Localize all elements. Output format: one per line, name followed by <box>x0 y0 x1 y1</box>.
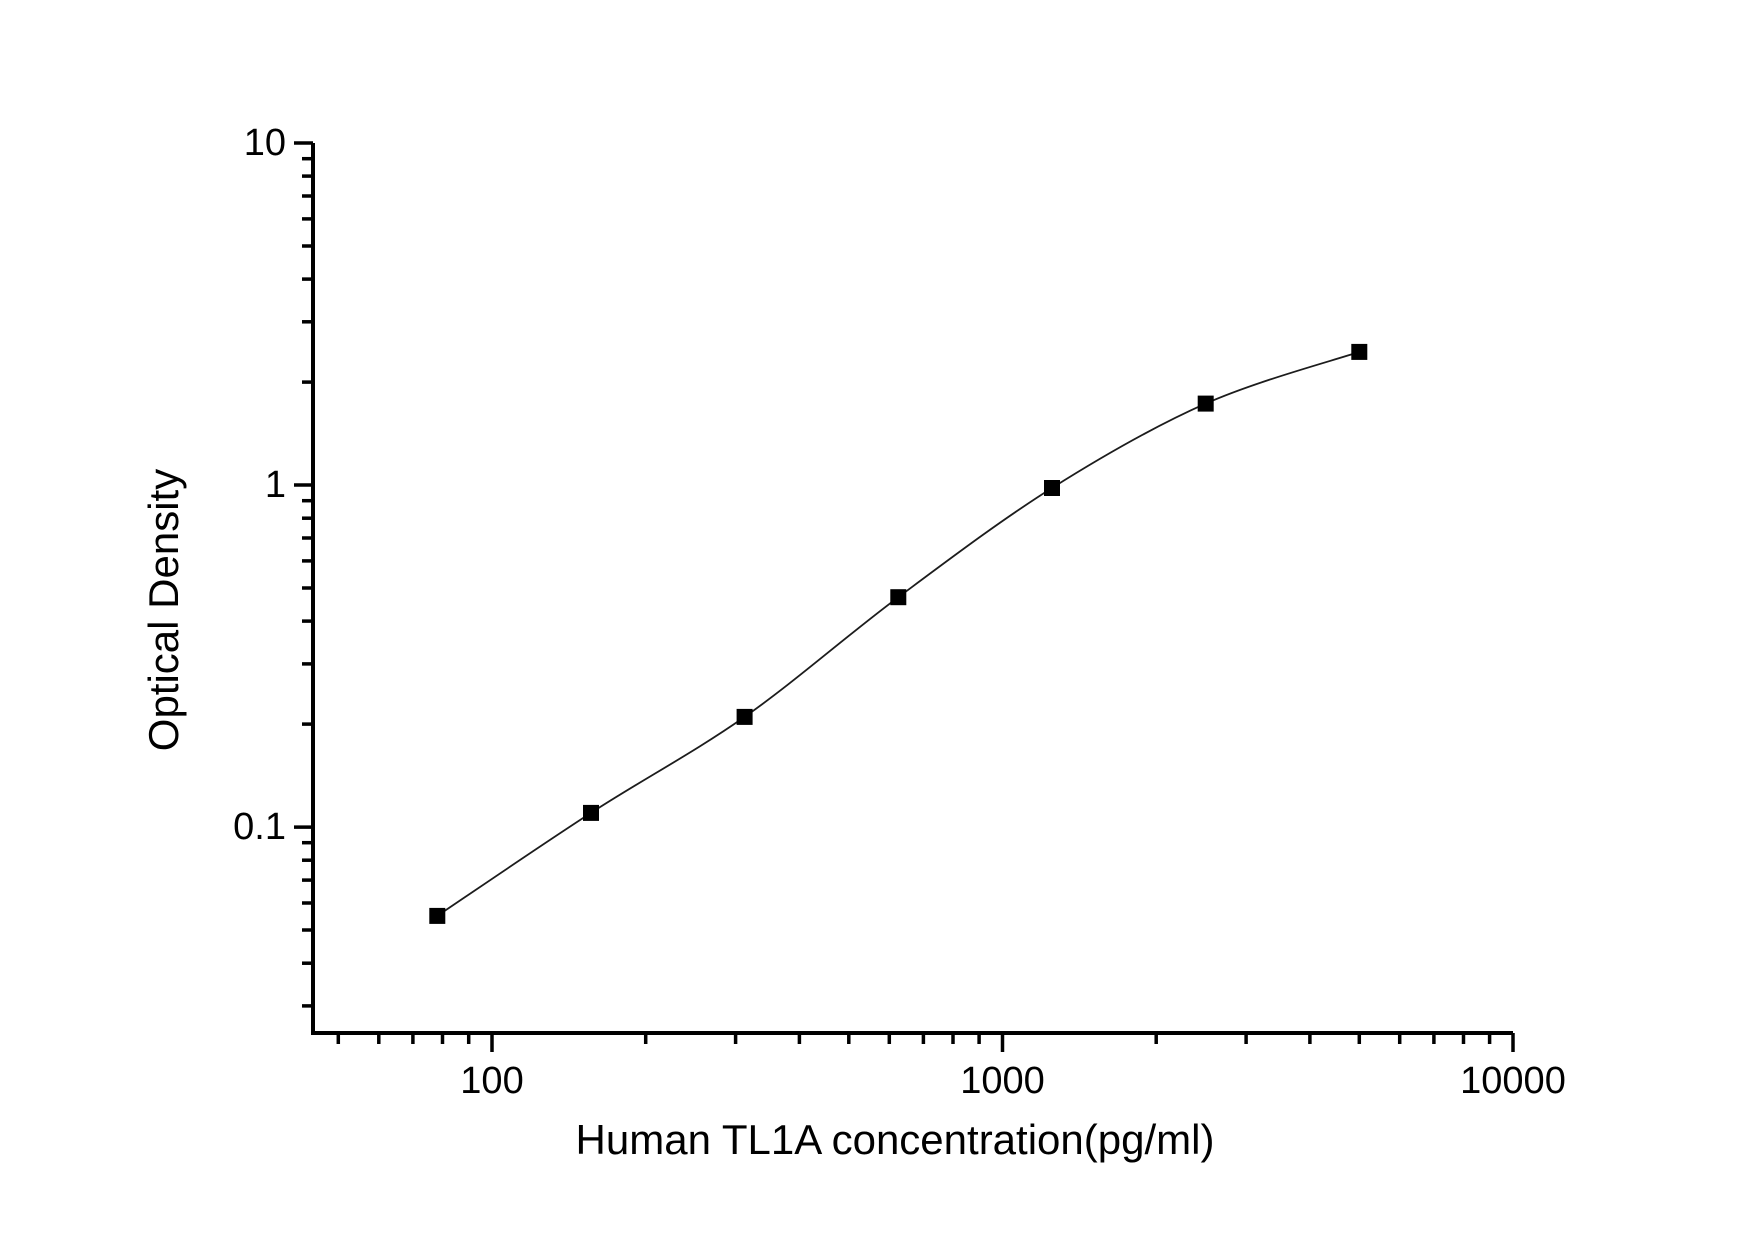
x-axis-title: Human TL1A concentration(pg/ml) <box>576 1116 1215 1163</box>
data-point-marker <box>1044 480 1060 496</box>
x-tick-label: 10000 <box>1460 1060 1566 1102</box>
data-point-marker <box>736 708 753 725</box>
plot-area: 100 1000 10000 10 1 0.1 <box>233 122 1566 1102</box>
y-axis-title: Optical Density <box>140 469 187 751</box>
data-point-marker <box>890 589 907 606</box>
data-point-marker <box>429 907 446 924</box>
standard-curve-line <box>436 351 1360 917</box>
y-tick-label: 10 <box>244 122 286 164</box>
x-tick-label: 100 <box>460 1060 523 1102</box>
data-point-marker <box>1351 343 1368 360</box>
data-point-marker <box>583 804 599 821</box>
x-tick-label: 1000 <box>960 1060 1045 1102</box>
y-tick-label: 0.1 <box>233 806 286 848</box>
y-tick-label: 1 <box>265 464 286 506</box>
data-point-marker <box>1197 395 1214 412</box>
